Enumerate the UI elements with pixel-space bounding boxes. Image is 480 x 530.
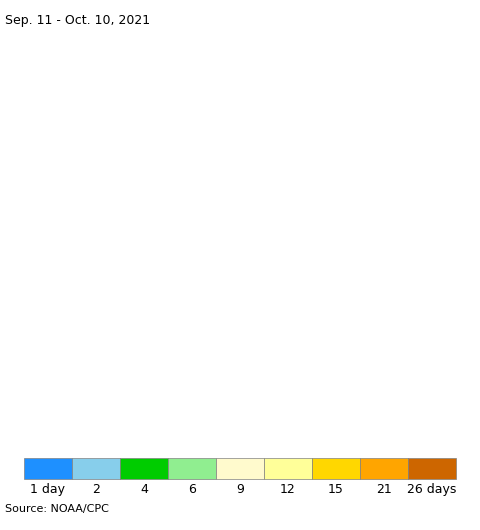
Text: Sep. 11 - Oct. 10, 2021: Sep. 11 - Oct. 10, 2021 [5,13,150,26]
Text: 21: 21 [376,483,392,496]
FancyBboxPatch shape [264,458,312,479]
Text: 4: 4 [140,483,148,496]
FancyBboxPatch shape [408,458,456,479]
Text: 1 day: 1 day [31,483,65,496]
FancyBboxPatch shape [360,458,408,479]
FancyBboxPatch shape [24,458,72,479]
FancyBboxPatch shape [312,458,360,479]
Text: 9: 9 [236,483,244,496]
FancyBboxPatch shape [216,458,264,479]
Text: 12: 12 [280,483,296,496]
FancyBboxPatch shape [120,458,168,479]
Text: 26 days: 26 days [408,483,456,496]
Text: 15: 15 [328,483,344,496]
FancyBboxPatch shape [168,458,216,479]
FancyBboxPatch shape [72,458,120,479]
Text: Source: NOAA/CPC: Source: NOAA/CPC [5,504,108,514]
Text: 2: 2 [92,483,100,496]
Text: 6: 6 [188,483,196,496]
